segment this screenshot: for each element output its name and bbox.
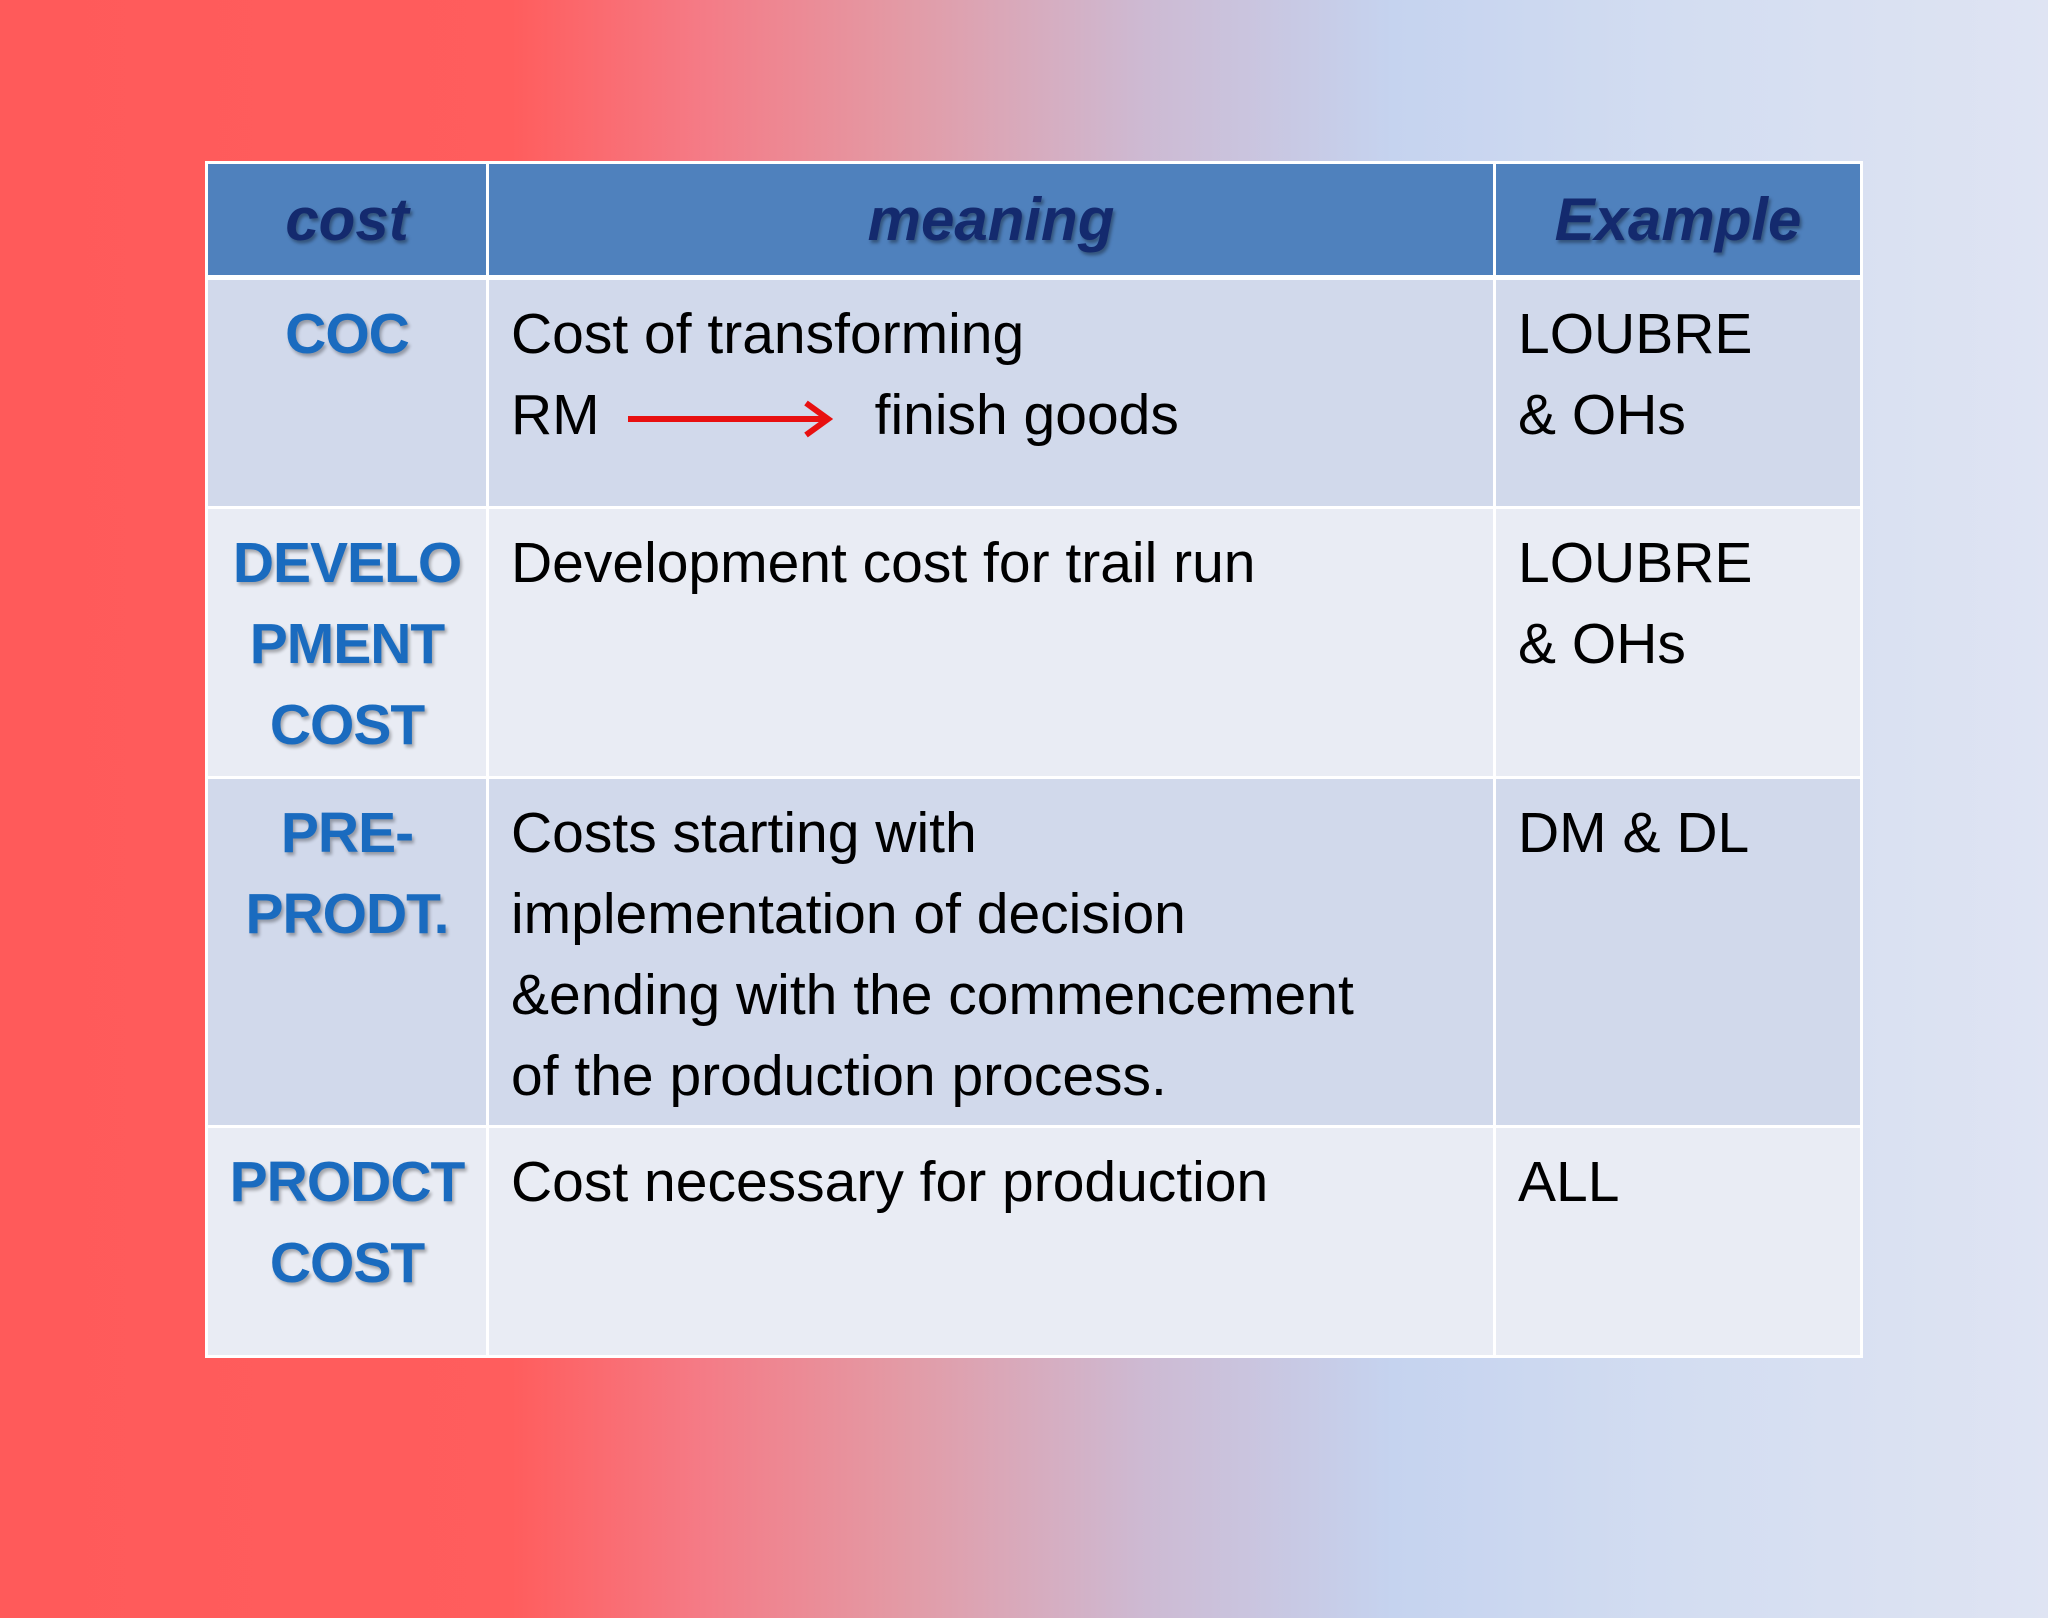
table-row: PRE- PRODT. Costs starting with implementa… [205,776,1863,1128]
cell-line: COC [285,302,410,366]
cell-line: COST [269,1231,425,1295]
cost-cell: COC [205,276,489,509]
cell-line: COST [269,693,425,757]
cell-line: LOUBRE [1518,302,1753,366]
cell-line: ALL [1518,1150,1620,1214]
meaning-cell: Cost necessary for production [486,1125,1496,1358]
cell-line: of the production process. [511,1044,1167,1108]
cell-line: LOUBRE [1518,531,1753,595]
arrow [627,400,833,438]
cell-text: RM [511,383,600,447]
header-cell: meaning [486,161,1496,280]
example-cell: ALL [1493,1125,1863,1358]
cost-cell: PRODCT COST [205,1125,489,1358]
cell-line: Cost necessary for production [511,1150,1269,1214]
cell-line: PMENT [249,612,446,676]
cell-line: implementation of decision [511,882,1186,946]
cell-line: Cost of transforming [511,302,1025,366]
cell-line: & OHs [1518,383,1686,447]
meaning-cell: Development cost for trail run [486,506,1496,779]
cell-line: DEVELO [232,531,462,595]
table-row: DEVELO PMENT COST Development cost for tra… [205,506,1863,779]
cell-line: Costs starting with [511,801,977,865]
header-row: cost meaning Example [205,161,1863,280]
cell-line-group: RM finish goods [511,375,1493,456]
example-cell: DM & DL [1493,776,1863,1128]
meaning-cell: Cost of transforming RM finish goods [486,276,1496,509]
table-row: PRODCT COST Cost necessary for production… [205,1125,1863,1358]
table-row: COC Cost of transforming RM finish goods … [205,276,1863,509]
cell-line: &ending with the commencement [511,963,1354,1027]
cost-cell: PRE- PRODT. [205,776,489,1128]
example-cell: LOUBRE & OHs [1493,276,1863,509]
cell-line: Development cost for trail run [511,531,1256,595]
header-cell: cost [205,161,489,280]
cell-line: & OHs [1518,612,1686,676]
cell-line: PRODT. [245,882,449,946]
cell-line: DM & DL [1518,801,1750,865]
cell-text: finish goods [874,383,1179,447]
meaning-cell: Costs starting with implementation of dec… [486,776,1496,1128]
cost-table: cost meaning Example COC Cost of transfo… [205,161,1863,1358]
cell-line: PRODCT [229,1150,466,1214]
header-cell: Example [1493,161,1863,280]
cell-line: PRE- [280,801,414,865]
example-cell: LOUBRE & OHs [1493,506,1863,779]
cost-cell: DEVELO PMENT COST [205,506,489,779]
